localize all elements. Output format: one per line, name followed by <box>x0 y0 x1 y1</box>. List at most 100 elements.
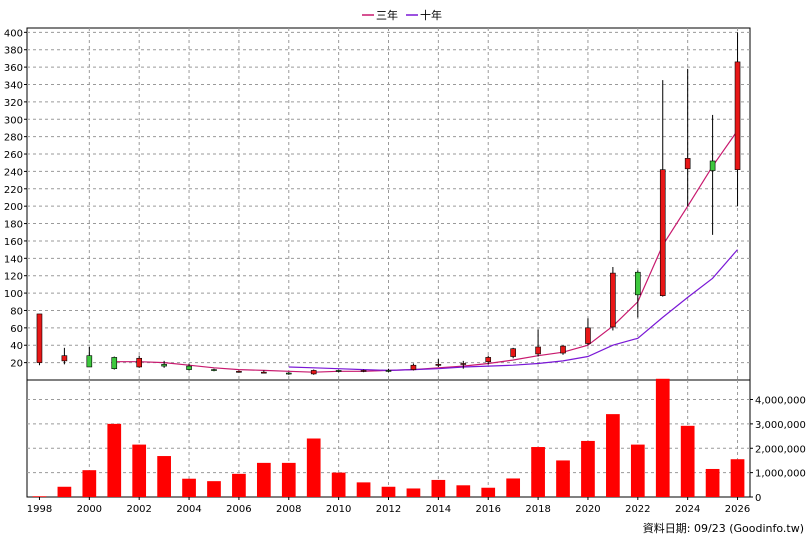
candle-body <box>460 363 467 365</box>
volume-bar <box>381 486 396 497</box>
price-tick-label: 260 <box>4 150 23 161</box>
candle-body <box>161 364 167 367</box>
candle-body <box>111 357 118 370</box>
volume-bar <box>506 478 521 497</box>
volume-bar <box>630 444 645 497</box>
candle-body <box>310 370 317 375</box>
volume-bar <box>281 462 296 497</box>
x-tick-label: 2018 <box>525 504 550 515</box>
volume-bar <box>157 456 171 497</box>
volume-bar <box>406 488 421 497</box>
legend: 三年 十年 <box>362 8 442 22</box>
price-tick-label: 280 <box>4 133 23 144</box>
x-tick-label: 2006 <box>226 504 251 515</box>
candle-body <box>659 169 666 296</box>
candle-body <box>385 370 392 372</box>
candle-body <box>261 371 267 374</box>
candle-body <box>61 355 68 362</box>
candle-body <box>335 370 342 372</box>
candle-body <box>285 372 292 375</box>
volume-bar <box>581 440 595 497</box>
x-tick-label: 2008 <box>276 504 301 515</box>
price-tick-label: 320 <box>4 98 23 109</box>
price-tick-label: 200 <box>4 202 23 213</box>
x-tick-label: 2024 <box>675 504 700 515</box>
volume-bar <box>456 485 471 497</box>
volume-bar <box>57 486 72 497</box>
candle-body <box>684 158 691 170</box>
volume-bar <box>556 460 570 497</box>
volume-bar <box>207 481 221 497</box>
volume-bar <box>606 414 620 497</box>
x-axis: 1998 2000 2002 2004 2006 2008 2010 2012 2014 2016… <box>27 497 750 515</box>
candle-body <box>485 357 492 363</box>
volume-bar <box>256 462 271 497</box>
price-tick-label: 120 <box>4 272 23 283</box>
candle-body <box>136 357 142 368</box>
volume-bar <box>331 472 346 497</box>
volume-tick-label: 4,000,000 <box>755 396 806 407</box>
candle-body <box>610 272 616 328</box>
volume-bar <box>431 479 446 497</box>
volume-bar <box>306 438 321 497</box>
volume-bar <box>107 423 122 497</box>
price-tick-label: 20 <box>10 359 23 370</box>
volume-tick-label: 3,000,000 <box>755 420 806 431</box>
x-tick-label: 2020 <box>575 504 600 515</box>
price-tick-label: 380 <box>4 46 23 57</box>
candle-body <box>510 348 516 357</box>
candle-body <box>36 313 43 363</box>
price-axis: 20 40 60 80 100 120 140 160 180 200 220 240 260 280 30… <box>4 28 27 370</box>
price-tick-label: 360 <box>4 63 23 74</box>
candle-body <box>560 345 566 354</box>
price-tick-label: 60 <box>10 324 23 335</box>
candle-body <box>360 370 367 372</box>
x-tick-label: 2010 <box>326 504 351 515</box>
x-tick-label: 2022 <box>625 504 650 515</box>
candle-body <box>709 160 716 171</box>
price-tick-label: 240 <box>4 167 23 178</box>
volume-bar <box>730 459 745 497</box>
x-tick-label: 2014 <box>426 504 451 515</box>
candle-body <box>236 371 242 373</box>
price-tick-label: 40 <box>10 341 23 352</box>
grid-lines <box>27 28 750 497</box>
candle-body <box>211 369 217 371</box>
data-date-footer: 資料日期: 09/23 (Goodinfo.tw) <box>643 521 804 535</box>
volume-bar <box>82 470 97 497</box>
candle-body <box>410 364 417 370</box>
price-tick-label: 400 <box>4 28 23 39</box>
volume-bar <box>680 425 695 497</box>
candle-body <box>186 365 192 370</box>
x-tick-label: 2012 <box>376 504 401 515</box>
candle-body <box>585 327 591 344</box>
legend-label-ten-year: 十年 <box>420 8 442 22</box>
x-tick-label: 2026 <box>725 504 750 515</box>
price-tick-label: 100 <box>4 289 23 300</box>
price-tick-label: 180 <box>4 220 23 231</box>
x-tick-label: 2004 <box>176 504 201 515</box>
volume-bar <box>132 444 147 497</box>
price-tick-label: 220 <box>4 185 23 196</box>
candlesticks <box>36 32 741 375</box>
x-tick-label: 2016 <box>475 504 500 515</box>
x-tick-label: 1998 <box>27 504 52 515</box>
legend-label-three-year: 三年 <box>376 8 398 22</box>
price-tick-label: 300 <box>4 115 23 126</box>
volume-bar <box>182 478 196 497</box>
volume-bars <box>32 378 745 497</box>
candle-body <box>734 61 741 170</box>
volume-bar <box>655 378 670 497</box>
candle-body <box>435 364 442 366</box>
volume-bar <box>481 487 496 497</box>
x-tick-label: 2000 <box>77 504 102 515</box>
volume-tick-label: 0 <box>755 493 761 504</box>
volume-axis: 0 1,000,000 2,000,000 3,000,000 4,000,000 <box>750 396 806 504</box>
volume-bar <box>531 447 545 497</box>
candle-body <box>635 271 641 296</box>
volume-tick-label: 2,000,000 <box>755 444 806 455</box>
volume-bar <box>705 468 720 497</box>
candle-body <box>535 346 541 355</box>
volume-bar <box>232 473 246 497</box>
